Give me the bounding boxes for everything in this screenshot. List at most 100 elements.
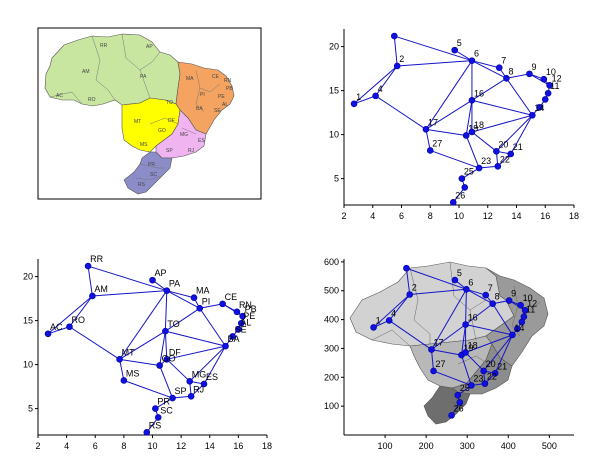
graph-states-node <box>222 342 229 350</box>
graph-map-edge <box>460 324 467 356</box>
graph-numbered-edge <box>353 65 398 105</box>
graph-map-edge <box>388 294 411 321</box>
graph-map-edge <box>406 267 467 290</box>
graph-numbered-node-label: 14 <box>534 103 544 113</box>
graph-states-node-label: PI <box>202 296 211 306</box>
graph-states-y-tick-label: 5 <box>28 404 33 414</box>
graph-numbered-x-tick-label: 14 <box>511 211 521 221</box>
graph-numbered-edge <box>471 60 507 79</box>
graph-map-node <box>462 321 469 328</box>
map-label-pa: PA <box>140 74 147 80</box>
graph-numbered-node <box>493 148 500 155</box>
graph-map-node-label: 25 <box>460 383 470 393</box>
graph-states-edge <box>199 303 223 309</box>
graph-map-edge <box>409 288 467 295</box>
map-label-df: DF <box>168 118 175 124</box>
graph-states-node <box>156 362 163 369</box>
graph-numbered-edge <box>430 149 480 169</box>
map-label-pr: PR <box>148 162 155 168</box>
graph-numbered-x-tick-label: 12 <box>483 211 493 221</box>
graph-states-node-label: CE <box>225 292 238 302</box>
graph-states-edge <box>69 326 120 360</box>
graph-states-edge <box>166 345 226 360</box>
graph-states-node <box>186 378 194 385</box>
map-label-rs: RS <box>138 182 146 188</box>
map-label-sc: SC <box>150 172 157 178</box>
graph-numbered-node-label: 10 <box>546 67 556 77</box>
graph-map-edge <box>494 334 513 374</box>
graph-states-edge <box>119 358 160 366</box>
graph-numbered-x-tick-label: 18 <box>569 211 579 221</box>
graph-numbered-node-label: 1 <box>356 92 361 102</box>
graph-map-edge <box>431 289 467 350</box>
graph-numbered-y-tick-label: 15 <box>329 86 339 96</box>
graph-numbered-edge <box>375 65 398 97</box>
graph-map-x-tick-label: 200 <box>419 441 434 451</box>
graph-states-edge <box>189 345 226 382</box>
graph-states-node <box>190 294 198 302</box>
graph-states-x-tick-label: 14 <box>205 441 215 451</box>
graph-numbered-node <box>529 111 536 119</box>
graph-states-edge <box>119 290 168 360</box>
graph-states-node-label: SE <box>235 324 247 334</box>
graph-numbered-edge <box>510 114 533 155</box>
map-label-al: AL <box>222 102 228 108</box>
graph-numbered-node-label: 23 <box>481 156 491 166</box>
graph-numbered-node-label: 19 <box>468 123 478 133</box>
graph-map-node <box>451 276 459 284</box>
graph-map-y-tick-label: 200 <box>324 372 339 382</box>
graph-states-node <box>187 392 195 400</box>
map-label-es: ES <box>198 138 205 144</box>
graph-map-edge <box>431 349 462 356</box>
graph-numbered-node-label: 7 <box>501 56 506 66</box>
graph-states-edge <box>47 295 93 335</box>
graph-numbered-node-label: 2 <box>399 54 404 64</box>
graph-numbered-edge <box>471 114 533 133</box>
graph-map-y-tick-label: 500 <box>324 286 339 296</box>
graph-states-node <box>66 323 73 331</box>
graph-map-node-label: 7 <box>488 283 493 293</box>
graph-numbered-edge <box>353 95 376 105</box>
map-label-ms: MS <box>140 142 148 148</box>
graph-states-node-label: MS <box>126 368 140 378</box>
graph-map-node <box>456 399 464 406</box>
map-label-ac: AC <box>56 93 63 99</box>
graph-states-node-label: RR <box>90 254 103 264</box>
graph-numbered-node <box>458 175 466 182</box>
graph-map-node <box>521 307 529 314</box>
graph-numbered-node-label: 18 <box>474 120 484 130</box>
map-label-rj: RJ <box>188 148 195 154</box>
graph-numbered-node <box>475 164 483 172</box>
graph-numbered-node <box>468 57 476 64</box>
graph-map-edge <box>433 370 472 386</box>
map-label-ma: MA <box>186 76 194 82</box>
graph-numbered-node <box>451 46 458 54</box>
graph-map-node <box>481 380 489 387</box>
graph-states-node-label: RJ <box>193 384 204 394</box>
map-label-ro: RO <box>88 97 96 103</box>
graph-states-node <box>84 262 92 270</box>
graph-states-node <box>200 380 208 388</box>
graph-numbered-edge <box>506 77 533 116</box>
graph-map-node <box>463 285 470 293</box>
graph-states-edge <box>164 331 168 360</box>
map-label-to: TO <box>166 100 173 106</box>
graph-states-edge <box>155 397 173 410</box>
graph-states-x-tick-label: 10 <box>147 441 157 451</box>
map-label-ce: CE <box>212 74 220 80</box>
graph-map-edge <box>388 320 432 351</box>
graph-states-node-label: MT <box>122 347 135 357</box>
graph-numbered-node-label: 6 <box>474 49 479 59</box>
graph-states-node <box>169 394 176 402</box>
map-label-mg: MG <box>180 132 188 138</box>
network-graph-over-map: 100 200 300 400 5001002003004005006001245678… <box>324 257 574 451</box>
graph-states-node-label: DF <box>169 347 181 357</box>
graph-numbered-edge <box>471 77 507 101</box>
graph-numbered-node <box>462 132 470 139</box>
graph-map-y-tick-label: 300 <box>324 343 339 353</box>
graph-states-edge <box>159 365 174 399</box>
graph-numbered-node-label: 21 <box>513 142 523 152</box>
graph-states-node <box>219 300 226 308</box>
graph-numbered-node-label: 16 <box>474 88 484 98</box>
